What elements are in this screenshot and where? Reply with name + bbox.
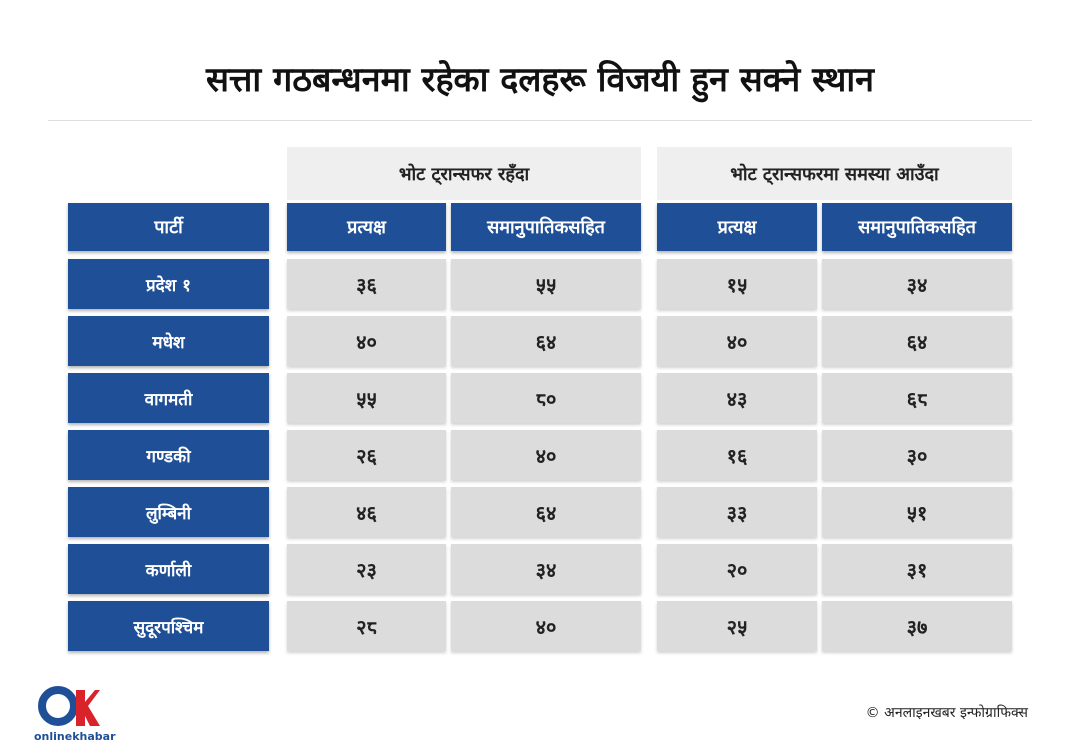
table-cell: ४० [451,601,641,651]
group-header: भोट ट्रान्सफरमा समस्या आउँदा [657,147,1012,200]
table-cell: २० [657,544,817,594]
table-cell: ६४ [451,487,641,537]
table-cell: ३६ [287,259,446,309]
table-cell: ५५ [287,373,446,423]
table-cell: ३० [822,430,1012,480]
column-header: प्रत्यक्ष [287,203,446,251]
table-cell: ४६ [287,487,446,537]
group-header: भोट ट्रान्सफर रहँदा [287,147,641,200]
credit: © अनलाइनखबर इन्फोग्राफिक्स [865,704,1028,721]
row-header: कर्णाली [68,544,269,594]
row-header: गण्डकी [68,430,269,480]
table-cell: ३४ [822,259,1012,309]
table-cell: ४० [451,430,641,480]
row-header: प्रदेश १ [68,259,269,309]
table-cell: ६४ [451,316,641,366]
table-cell: १६ [657,430,817,480]
title: सत्ता गठबन्धनमा रहेका दलहरू विजयी हुन सक… [205,60,875,100]
table-cell: ६४ [822,316,1012,366]
column-header: समानुपातिकसहित [822,203,1012,251]
row-header: वागमती [68,373,269,423]
table-cell: ४३ [657,373,817,423]
table-cell: ३४ [451,544,641,594]
divider [48,120,1032,121]
table-cell: १५ [657,259,817,309]
table-cell: ३१ [822,544,1012,594]
table-cell: ४० [657,316,817,366]
table-cell: ८० [451,373,641,423]
row-header: लुम्बिनी [68,487,269,537]
table-cell: ५१ [822,487,1012,537]
row-header: सुदूरपश्चिम [68,601,269,651]
table-cell: २५ [657,601,817,651]
table-cell: ३३ [657,487,817,537]
logo-mark [38,686,100,726]
table-cell: ३७ [822,601,1012,651]
row-header: मधेश [68,316,269,366]
table-cell: ४० [287,316,446,366]
table-cell: २६ [287,430,446,480]
column-header: प्रत्यक्ष [657,203,817,251]
table-cell: २८ [287,601,446,651]
logo-text: onlinekhabar [34,730,116,743]
table-cell: ५५ [451,259,641,309]
table-cell: २३ [287,544,446,594]
column-header: पार्टी [68,203,269,251]
table-cell: ६८ [822,373,1012,423]
column-header: समानुपातिकसहित [451,203,641,251]
